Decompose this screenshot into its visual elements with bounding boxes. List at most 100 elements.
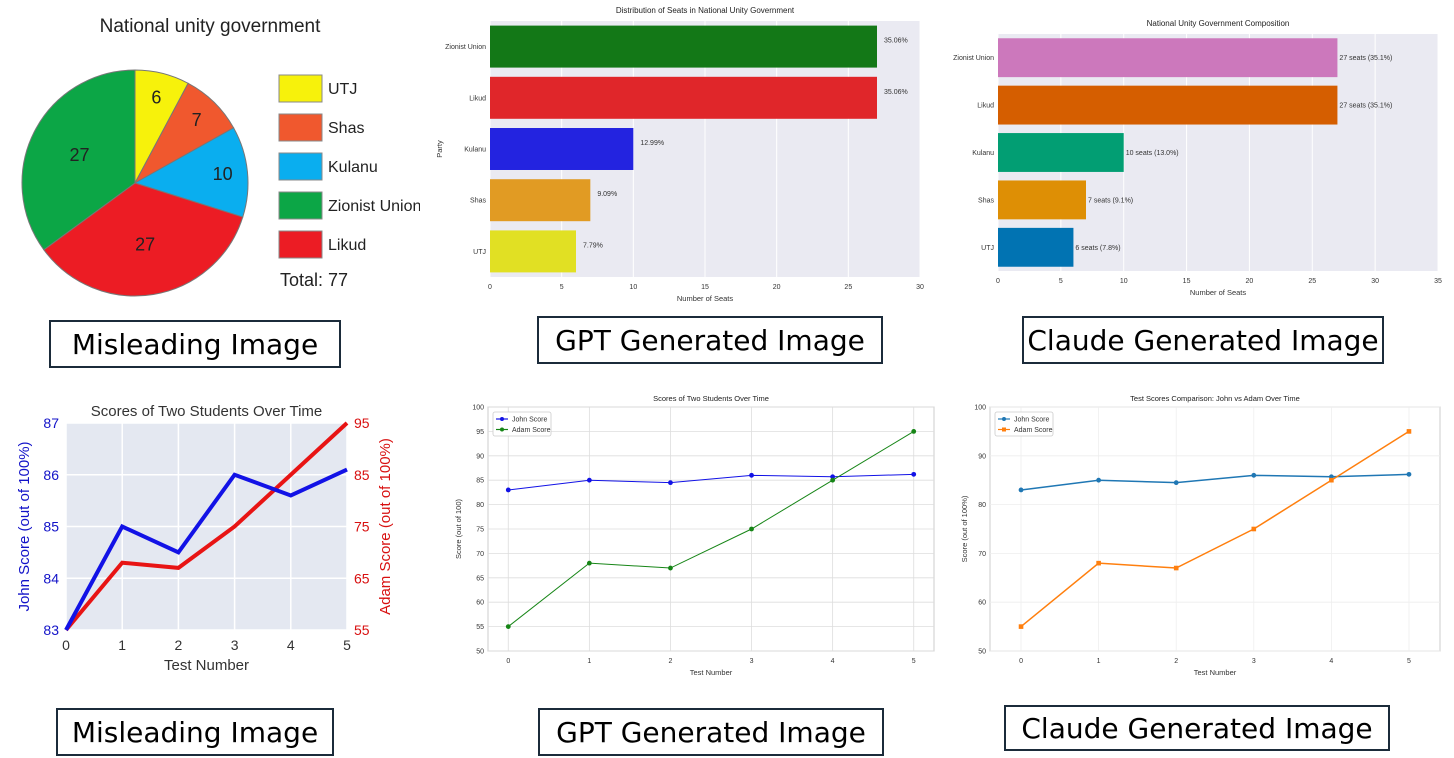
misleading-line-chart: 0 1 2 3 4 5 83 84 85 86 87 55 65 75 85 95 Scores of Two … [16, 403, 394, 674]
y-tick-label: 60 [476, 600, 484, 607]
x-tick-label: 2 [175, 637, 183, 653]
y-axis-label: Score (out of 100) [454, 498, 463, 559]
data-point-adam-score [1018, 624, 1024, 629]
x-tick-label: 3 [1252, 658, 1256, 665]
y-tick-label: 87 [43, 415, 59, 431]
pie-slice-likud [43, 182, 244, 297]
data-point-adam-score [1096, 560, 1101, 566]
y-tick-label: 70 [476, 551, 484, 558]
data-point-john-score [911, 471, 917, 477]
series-line-john-score [508, 473, 914, 491]
legend-marker-john-score [500, 417, 504, 421]
x-tick-label: 0 [996, 278, 1000, 285]
x-tick-label: 25 [1308, 278, 1316, 285]
data-label-utj: 6 seats (7.8%) [1075, 245, 1120, 252]
x-tick-label: 10 [1120, 278, 1128, 285]
x-tick-label: 3 [750, 658, 754, 665]
legend-label-john-score: John Score [512, 417, 548, 424]
misleading-line-panel: 0 1 2 3 4 5 83 84 85 86 87 55 65 75 85 95 Scores of Two … [6, 398, 418, 682]
y2-axis-label: Adam Score (out of 100%) [377, 438, 394, 615]
y-tick-label: 65 [476, 575, 484, 582]
x-tick-label: 5 [912, 658, 916, 665]
chart-title: National Unity Government Composition [1147, 19, 1290, 28]
pie-slice-label-shas: 7 [192, 110, 202, 130]
data-point-john-score [586, 477, 592, 483]
data-label-utj: 7.79% [583, 242, 603, 249]
y-tick-label: 75 [476, 527, 484, 534]
data-point-john-score [1018, 487, 1024, 493]
bar-kulanu [998, 133, 1124, 172]
x-tick-label: 5 [343, 637, 351, 653]
y-tick-label: Kulanu [972, 150, 994, 157]
x-tick-label: 15 [701, 284, 709, 291]
caption-gpt-bar: GPT Generated Image [537, 316, 883, 364]
x-tick-label: 2 [1174, 658, 1178, 665]
y-tick-label: Shas [978, 197, 994, 204]
bar-likud [490, 76, 877, 119]
x-tick-label: 20 [773, 284, 781, 291]
y-tick-label: 90 [476, 453, 484, 460]
pie-slice-kulanu [133, 127, 249, 218]
legend-label-zionist-union: Zionist Union [328, 198, 420, 215]
x-tick-label: 10 [629, 284, 637, 291]
y-tick-label: Likud [469, 95, 486, 102]
legend-marker-adam-score [500, 427, 504, 432]
y-tick-label: 50 [476, 649, 484, 656]
bar-shas [998, 180, 1086, 220]
y-tick-label: 84 [43, 570, 59, 586]
legend-swatch-likud [278, 230, 323, 259]
data-point-adam-score [1251, 526, 1257, 532]
data-point-john-score [1173, 480, 1179, 486]
pie-slice-label-kulanu: 10 [213, 164, 233, 184]
y-tick-label: 85 [43, 519, 59, 535]
y-tick-label: Shas [470, 198, 486, 205]
x-tick-label: 5 [1059, 278, 1063, 285]
y2-tick-label: 75 [354, 519, 370, 535]
series-line-john-score [1020, 473, 1409, 491]
gpt-line-panel: 0 1 2 3 4 5 50 55 60 65 70 75 80 85 90 95 100 John Score A… [448, 390, 940, 682]
legend-label-shas: Shas [328, 120, 364, 137]
bar-utj [490, 230, 576, 273]
y-tick-label: 55 [476, 624, 484, 631]
gpt-bar-chart: 0 5 10 15 20 25 30 Zionist Union 35.06% Likud 35.0… [435, 6, 924, 303]
x-tick-label: 0 [1019, 658, 1023, 665]
y-axis-label: Party [435, 140, 444, 158]
y-tick-label: 83 [43, 622, 59, 638]
data-point-adam-score [586, 560, 592, 566]
bar-zionist-union [998, 38, 1338, 78]
pie-slice-label-utj: 6 [151, 87, 161, 107]
x-tick-label: 1 [587, 658, 591, 665]
x-tick-label: 3 [231, 637, 239, 653]
x-tick-label: 15 [1183, 278, 1191, 285]
bar-zionist-union [490, 25, 877, 68]
gpt-bar-panel: 0 5 10 15 20 25 30 Zionist Union 35.06% Likud 35.0… [430, 3, 930, 303]
series-line-adam [64, 421, 349, 632]
data-label-shas: 9.09% [597, 191, 617, 198]
chart-title: Test Scores Comparison: John vs Adam Ove… [1130, 394, 1300, 403]
data-point-adam-score [1406, 429, 1412, 434]
y-tick-label: 70 [978, 551, 986, 558]
y-tick-label: 80 [978, 502, 986, 509]
y-tick-label: 100 [974, 405, 986, 412]
data-point-adam-score [830, 477, 836, 483]
data-label-likud: 35.06% [884, 89, 908, 96]
caption-misleading-pie: Misleading Image [49, 320, 341, 368]
data-point-adam-score [911, 429, 917, 434]
data-point-john-score [1251, 472, 1257, 478]
y-tick-label: 80 [476, 502, 484, 509]
y2-tick-label: 85 [354, 467, 370, 483]
plot-area [989, 406, 1441, 652]
x-tick-label: 4 [831, 658, 835, 665]
caption-misleading-line: Misleading Image [56, 708, 334, 756]
y-tick-label: 100 [472, 405, 484, 412]
data-label-shas: 7 seats (9.1%) [1088, 197, 1133, 204]
x-tick-label: 4 [287, 637, 295, 653]
y-tick-label: Kulanu [464, 147, 486, 154]
data-label-zionist-union: 35.06% [884, 38, 908, 45]
legend-swatch-zionist-union [278, 191, 323, 220]
pie-total-label: Total: 77 [280, 270, 348, 290]
y-tick-label: 85 [476, 478, 484, 485]
x-tick-label: 5 [560, 284, 564, 291]
x-tick-label: 35 [1434, 278, 1442, 285]
